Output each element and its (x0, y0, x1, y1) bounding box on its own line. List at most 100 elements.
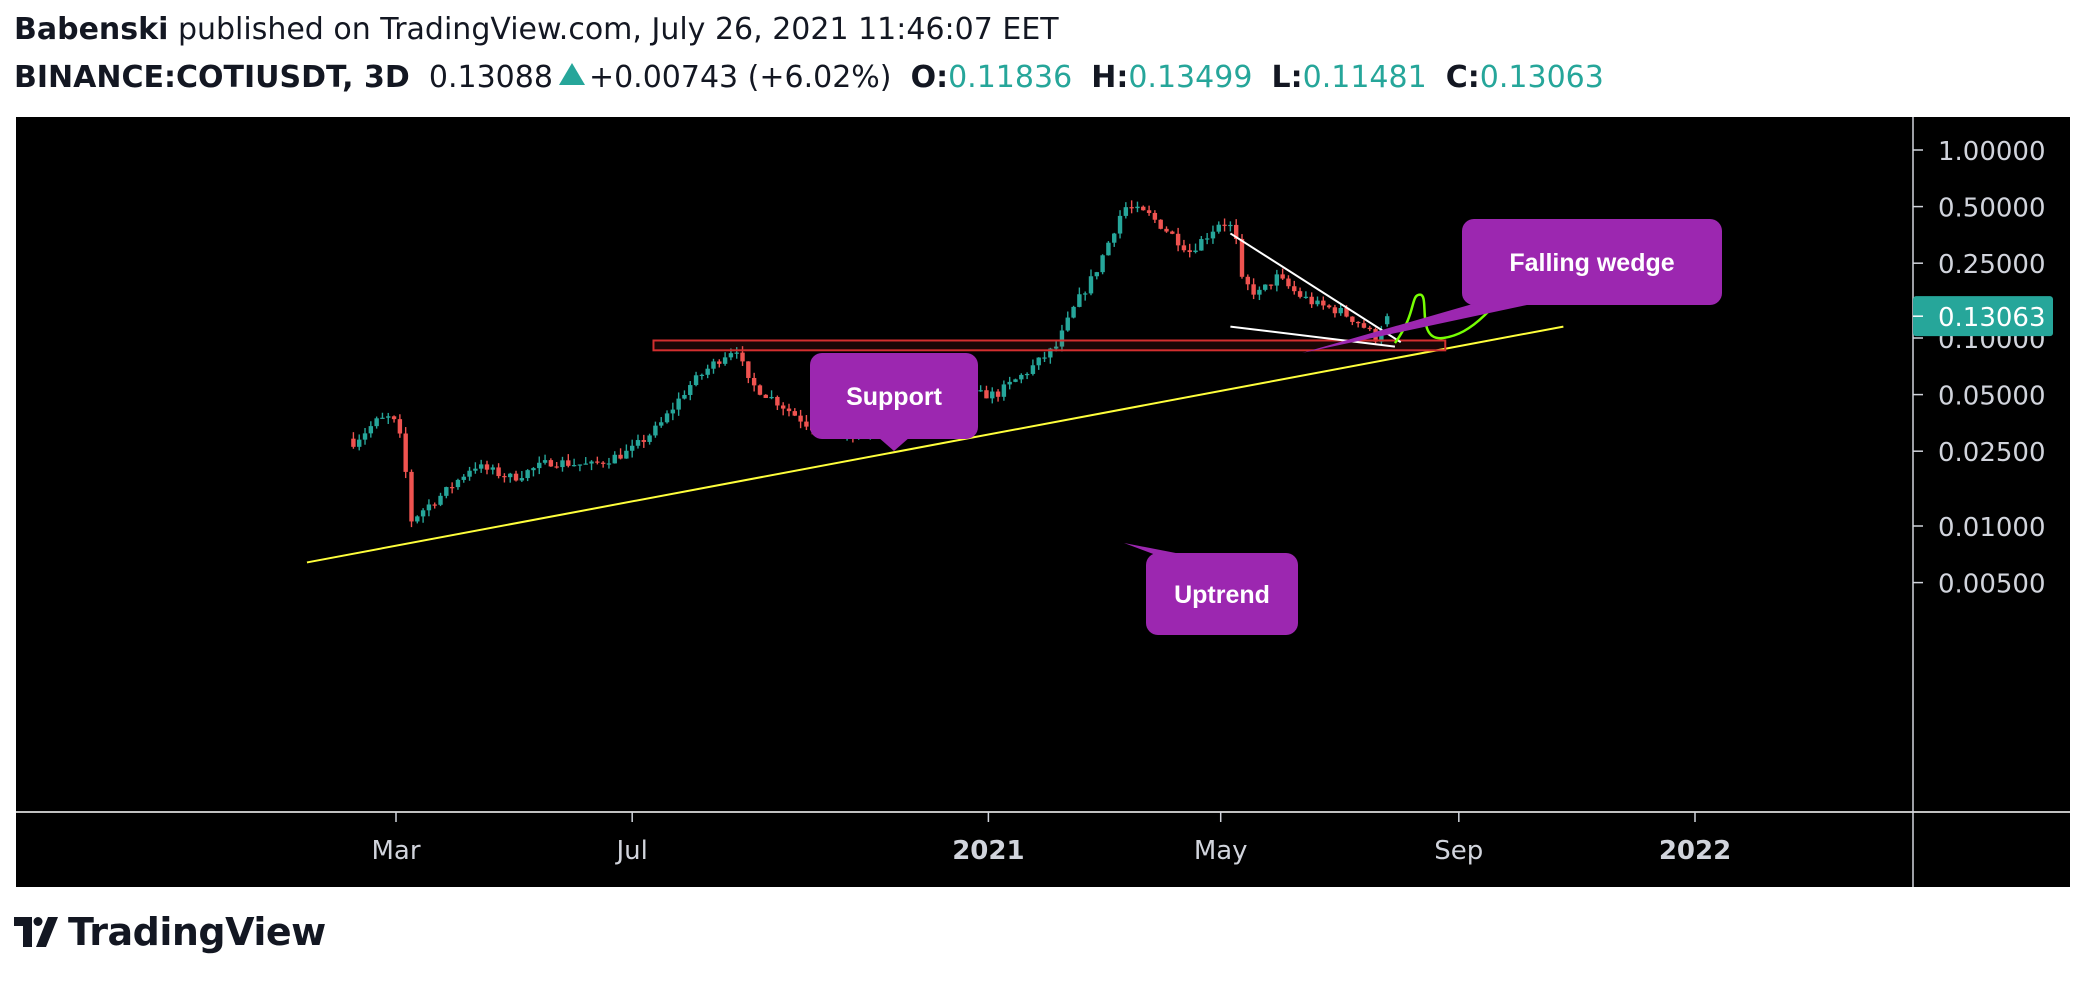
candle-body (560, 460, 565, 468)
x-tick-label: May (1194, 836, 1248, 866)
candle-body (1117, 215, 1123, 234)
candle-body (542, 460, 548, 463)
price-axis[interactable]: 2.000001.000000.500000.250000.100000.050… (1913, 117, 2053, 600)
candle-body (449, 487, 455, 489)
time-axis[interactable]: Mar Jul 2021 May Sep 2022 (371, 812, 1731, 866)
candle-body (444, 487, 449, 496)
wedge-upper-line[interactable] (1229, 232, 1402, 344)
candle-body (438, 495, 443, 505)
candle-body (1204, 238, 1210, 240)
author-name[interactable]: Babenski (14, 12, 169, 47)
candle-body (1077, 294, 1082, 307)
candle-body (1146, 210, 1152, 213)
callout-support[interactable]: Support (810, 353, 978, 451)
candle-body (432, 504, 437, 506)
candle-body (1216, 224, 1221, 232)
candle-body (508, 473, 513, 478)
candle-body (1257, 289, 1262, 295)
open-value: 0.11836 (948, 60, 1073, 95)
tradingview-logo-icon (14, 917, 58, 947)
candle-body (699, 374, 705, 377)
callout-text: Uptrend (1174, 581, 1270, 609)
candle-body (461, 476, 466, 480)
candle-body (1286, 278, 1291, 287)
candle-body (1350, 316, 1355, 322)
candle-body (717, 361, 722, 364)
candle-body (1268, 284, 1274, 286)
callout-box (810, 353, 978, 439)
candle-body (740, 352, 745, 362)
candle-body (583, 463, 588, 465)
candle-body (1059, 330, 1065, 347)
candle-body (1344, 308, 1349, 317)
low-label: L: (1271, 60, 1303, 95)
y-tick-label: 0.02500 (1938, 438, 2046, 468)
x-tick-label: 2021 (952, 836, 1024, 866)
candle-body (635, 440, 641, 446)
symbol-name[interactable]: BINANCE:COTIUSDT, 3D (14, 60, 410, 95)
candle-body (600, 462, 606, 464)
candle-body (531, 468, 536, 471)
candle-body (1321, 300, 1326, 306)
candle-body (455, 479, 461, 488)
publish-info: Babenski published on TradingView.com, J… (14, 12, 1059, 47)
high-label: H: (1091, 60, 1129, 95)
candle-body (780, 405, 786, 409)
candle-body (612, 454, 617, 464)
candle-body (1187, 250, 1192, 253)
candle-body (554, 466, 559, 468)
candle-body (1210, 231, 1216, 239)
candle-body (403, 433, 408, 472)
candle-body (1042, 357, 1047, 359)
candle-body (1367, 327, 1372, 330)
candle-body (357, 439, 362, 447)
current-price-label: 0.13063 (1938, 303, 2046, 333)
candle-body (746, 361, 751, 378)
candle-body (566, 460, 571, 466)
candle-body (629, 445, 635, 451)
candle-body (775, 396, 780, 406)
candle-body (606, 463, 612, 465)
uptrend-line[interactable] (306, 325, 1564, 564)
candle-body (368, 426, 374, 434)
candle-body (1170, 231, 1175, 234)
candle-body (420, 510, 426, 517)
y-tick-label: 1.00000 (1938, 137, 2046, 167)
callout-uptrend[interactable]: Uptrend (1124, 543, 1298, 635)
candle-body (548, 460, 554, 467)
candle-body (1263, 284, 1268, 290)
candle-body (1361, 323, 1367, 328)
candle-body (1019, 374, 1024, 380)
wedge-lower-line[interactable] (1230, 325, 1396, 348)
price-chart[interactable]: Support Uptrend Falling wedge 2.000001.000… (16, 117, 2070, 887)
candle-body (577, 464, 583, 466)
candle-body (1338, 308, 1343, 314)
candle-body (1303, 296, 1309, 298)
candle-body (1326, 305, 1332, 308)
candle-body (525, 470, 530, 479)
candle-body (792, 411, 797, 416)
price-change: +0.00743 (+6.02%) (588, 60, 892, 95)
callout-falling-wedge[interactable]: Falling wedge (1302, 219, 1722, 353)
candle-body (1164, 228, 1169, 232)
support-zone[interactable] (652, 339, 1447, 352)
candle-body (1152, 212, 1158, 220)
callout-box (1462, 219, 1722, 305)
candle-body (711, 361, 716, 369)
candle-body (728, 353, 734, 358)
candle-body (682, 394, 687, 399)
published-text: published on TradingView.com, July 26, 2… (177, 12, 1059, 47)
candle-body (653, 425, 658, 436)
y-tick-label: 0.00500 (1938, 570, 2046, 600)
candle-body (1053, 346, 1059, 349)
candle-body (467, 470, 472, 477)
candle-body (1193, 250, 1198, 253)
candle-body (734, 352, 739, 354)
drawings-layer: Support Uptrend Falling wedge (306, 219, 1722, 635)
candle-body (502, 476, 507, 478)
candle-body (484, 464, 490, 470)
candle-body (391, 416, 397, 420)
candle-body (386, 416, 391, 418)
candle-body (1315, 300, 1320, 305)
candle-body (537, 462, 542, 469)
